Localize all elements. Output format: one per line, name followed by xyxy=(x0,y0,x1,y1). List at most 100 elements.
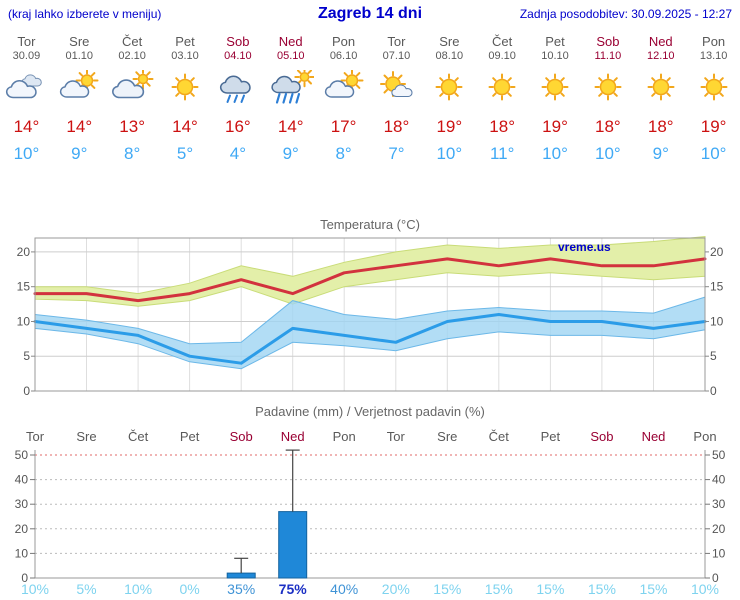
svg-text:20: 20 xyxy=(15,522,29,536)
day-name: Pet xyxy=(545,34,565,49)
svg-text:50: 50 xyxy=(712,448,726,462)
cloudy-icon xyxy=(6,74,43,99)
day-date: 11.10 xyxy=(594,50,622,62)
day-name: Sob xyxy=(226,34,250,49)
precip-probability: 10% xyxy=(690,581,720,597)
day-cell-tor-30.09[interactable]: Tor 30.09 14° 10° xyxy=(0,28,53,176)
svg-text:20: 20 xyxy=(17,245,31,259)
day-min-temp: 10° xyxy=(542,144,568,163)
precip-probability: 15% xyxy=(484,581,513,597)
svg-text:0: 0 xyxy=(21,571,28,585)
day-min-temp: 5° xyxy=(176,144,194,163)
day-max-temp: 19° xyxy=(436,117,463,136)
sunny-icon xyxy=(594,73,622,101)
day-name: Tor xyxy=(17,34,36,49)
day-cell-čet-02.10[interactable]: Čet 02.10 13° 8° xyxy=(106,28,159,176)
page-title: Zagreb 14 dni xyxy=(317,5,423,22)
day-cell-sob-11.10[interactable]: Sob 11.10 18° 10° xyxy=(581,28,634,176)
day-cell-ned-12.10[interactable]: Ned 12.10 18° 9° xyxy=(634,28,687,176)
day-cell-pon-13.10[interactable]: Pon 13.10 19° 10° xyxy=(687,28,740,176)
sunny-icon xyxy=(647,73,675,101)
precip-probability: 40% xyxy=(330,581,359,597)
svg-text:50: 50 xyxy=(15,448,29,462)
precip-axis-day-label: Tor xyxy=(25,429,45,444)
day-cell-sob-04.10[interactable]: Sob 04.10 16° 4° xyxy=(211,28,264,176)
precip-probability: 15% xyxy=(433,581,462,597)
precipitation-chart: 0 0 10 10 20 20 30 30 40 40 50 50 xyxy=(15,448,726,585)
day-max-temp: 18° xyxy=(647,117,674,136)
day-cell-sre-08.10[interactable]: Sre 08.10 19° 10° xyxy=(423,28,476,176)
day-min-temp: 7° xyxy=(388,144,405,163)
day-name: Ned xyxy=(278,34,303,49)
day-max-temp: 19° xyxy=(542,117,568,136)
precip-probability: 10% xyxy=(124,581,153,597)
day-cell-pon-06.10[interactable]: Pon 06.10 17° 8° xyxy=(317,28,370,176)
day-date: 30.09 xyxy=(12,50,41,62)
day-name: Ned xyxy=(648,34,673,49)
partly-cloudy-icon xyxy=(324,69,364,98)
svg-text:5: 5 xyxy=(710,349,717,363)
sunny-icon xyxy=(541,73,569,101)
svg-text:10: 10 xyxy=(17,315,31,329)
day-date: 02.10 xyxy=(118,50,146,62)
precip-probability: 0% xyxy=(179,581,200,597)
day-cell-pet-03.10[interactable]: Pet 03.10 14° 5° xyxy=(159,28,212,176)
day-min-temp: 10° xyxy=(13,144,40,163)
day-max-temp: 16° xyxy=(225,117,251,136)
precipitation-chart-title: Padavine (mm) / Verjetnost padavin (%) xyxy=(255,404,485,419)
precip-probability: 10% xyxy=(20,581,50,597)
svg-text:40: 40 xyxy=(15,473,29,487)
precip-probability: 5% xyxy=(76,581,97,597)
day-min-temp: 9° xyxy=(71,144,88,163)
sunny-icon xyxy=(171,73,199,101)
precip-probability: 15% xyxy=(536,581,565,597)
day-cell-tor-07.10[interactable]: Tor 07.10 18° 7° xyxy=(370,28,423,176)
temperature-chart: 0 0 5 5 10 10 15 15 20 20 vreme.us xyxy=(17,236,724,398)
precip-probability-row: 10% 5% 10% 0% 35% 75% 40% 20% 15% 15% 15% 15% 15% 10% xyxy=(0,581,740,600)
rain-icon xyxy=(219,75,251,103)
svg-text:20: 20 xyxy=(712,522,726,536)
day-cell-sre-01.10[interactable]: Sre 01.10 14° 9° xyxy=(53,28,106,176)
day-min-temp: 8° xyxy=(124,144,141,163)
svg-text:30: 30 xyxy=(712,497,726,511)
svg-text:10: 10 xyxy=(710,315,724,329)
day-date: 06.10 xyxy=(329,50,358,62)
precip-axis-day-label: Tor xyxy=(386,429,405,444)
day-min-temp: 9° xyxy=(652,144,669,163)
day-date: 03.10 xyxy=(171,50,199,62)
day-max-temp: 14° xyxy=(13,117,40,136)
day-max-temp: 13° xyxy=(119,117,145,136)
day-min-temp: 10° xyxy=(595,144,621,163)
last-updated: Zadnja posodobitev: 30.09.2025 - 12:27 xyxy=(519,7,732,21)
precip-axis-day-label: Ned xyxy=(641,429,666,444)
svg-text:0: 0 xyxy=(712,571,719,585)
temperature-chart-title: Temperatura (°C) xyxy=(320,217,420,232)
day-cell-čet-09.10[interactable]: Čet 09.10 18° 11° xyxy=(476,28,529,176)
precip-axis-day-label: Čet xyxy=(488,429,509,444)
day-max-temp: 14° xyxy=(66,117,93,136)
svg-text:40: 40 xyxy=(712,473,726,487)
precip-axis-day-label: Pet xyxy=(179,429,200,444)
precip-axis-day-label: Čet xyxy=(127,429,149,444)
day-name: Sre xyxy=(439,34,460,49)
svg-text:0: 0 xyxy=(23,384,30,398)
sunny-icon xyxy=(488,73,516,101)
day-name: Pon xyxy=(332,34,356,49)
day-date: 04.10 xyxy=(224,50,252,62)
precip-day-axis-labels: Tor Sre Čet Pet Sob Ned Pon Tor Sre Čet Pet Sob Ned P… xyxy=(0,429,740,445)
day-max-temp: 14° xyxy=(277,117,304,136)
menu-hint: (kraj lahko izberete v meniju) xyxy=(8,7,162,21)
precip-probability: 20% xyxy=(381,581,410,597)
day-date: 07.10 xyxy=(382,50,411,62)
svg-text:15: 15 xyxy=(17,280,31,294)
day-min-temp: 8° xyxy=(335,144,352,163)
precip-axis-day-label: Ned xyxy=(280,429,305,444)
day-date: 10.10 xyxy=(541,50,569,62)
precip-axis-day-label: Sre xyxy=(76,429,97,444)
day-date: 05.10 xyxy=(276,50,305,62)
day-min-temp: 9° xyxy=(282,144,299,163)
day-cell-pet-10.10[interactable]: Pet 10.10 19° 10° xyxy=(529,28,582,176)
day-name: Pet xyxy=(175,34,195,49)
day-cell-ned-05.10[interactable]: Ned 05.10 14° 9° xyxy=(264,28,317,176)
precip-axis-day-label: Sre xyxy=(437,429,458,444)
